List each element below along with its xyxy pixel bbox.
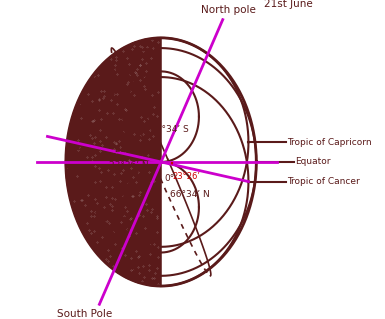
Text: 66°34’ N: 66°34’ N (170, 189, 209, 198)
Text: 21st June: 21st June (264, 0, 312, 9)
Text: Equator: Equator (295, 158, 331, 167)
Text: 23°26’ N: 23°26’ N (109, 161, 149, 170)
Text: 23°26’: 23°26’ (172, 172, 201, 181)
Text: 66°34’ S: 66°34’ S (149, 125, 188, 134)
Text: 0°: 0° (164, 174, 174, 182)
Text: Tropic of Cancer: Tropic of Cancer (288, 177, 360, 186)
Text: South Pole: South Pole (57, 309, 112, 319)
Text: Tropic of Capricorn: Tropic of Capricorn (288, 138, 372, 147)
Text: North pole: North pole (201, 5, 256, 15)
Polygon shape (66, 38, 161, 286)
Text: 23°26’ S: 23°26’ S (115, 145, 154, 154)
